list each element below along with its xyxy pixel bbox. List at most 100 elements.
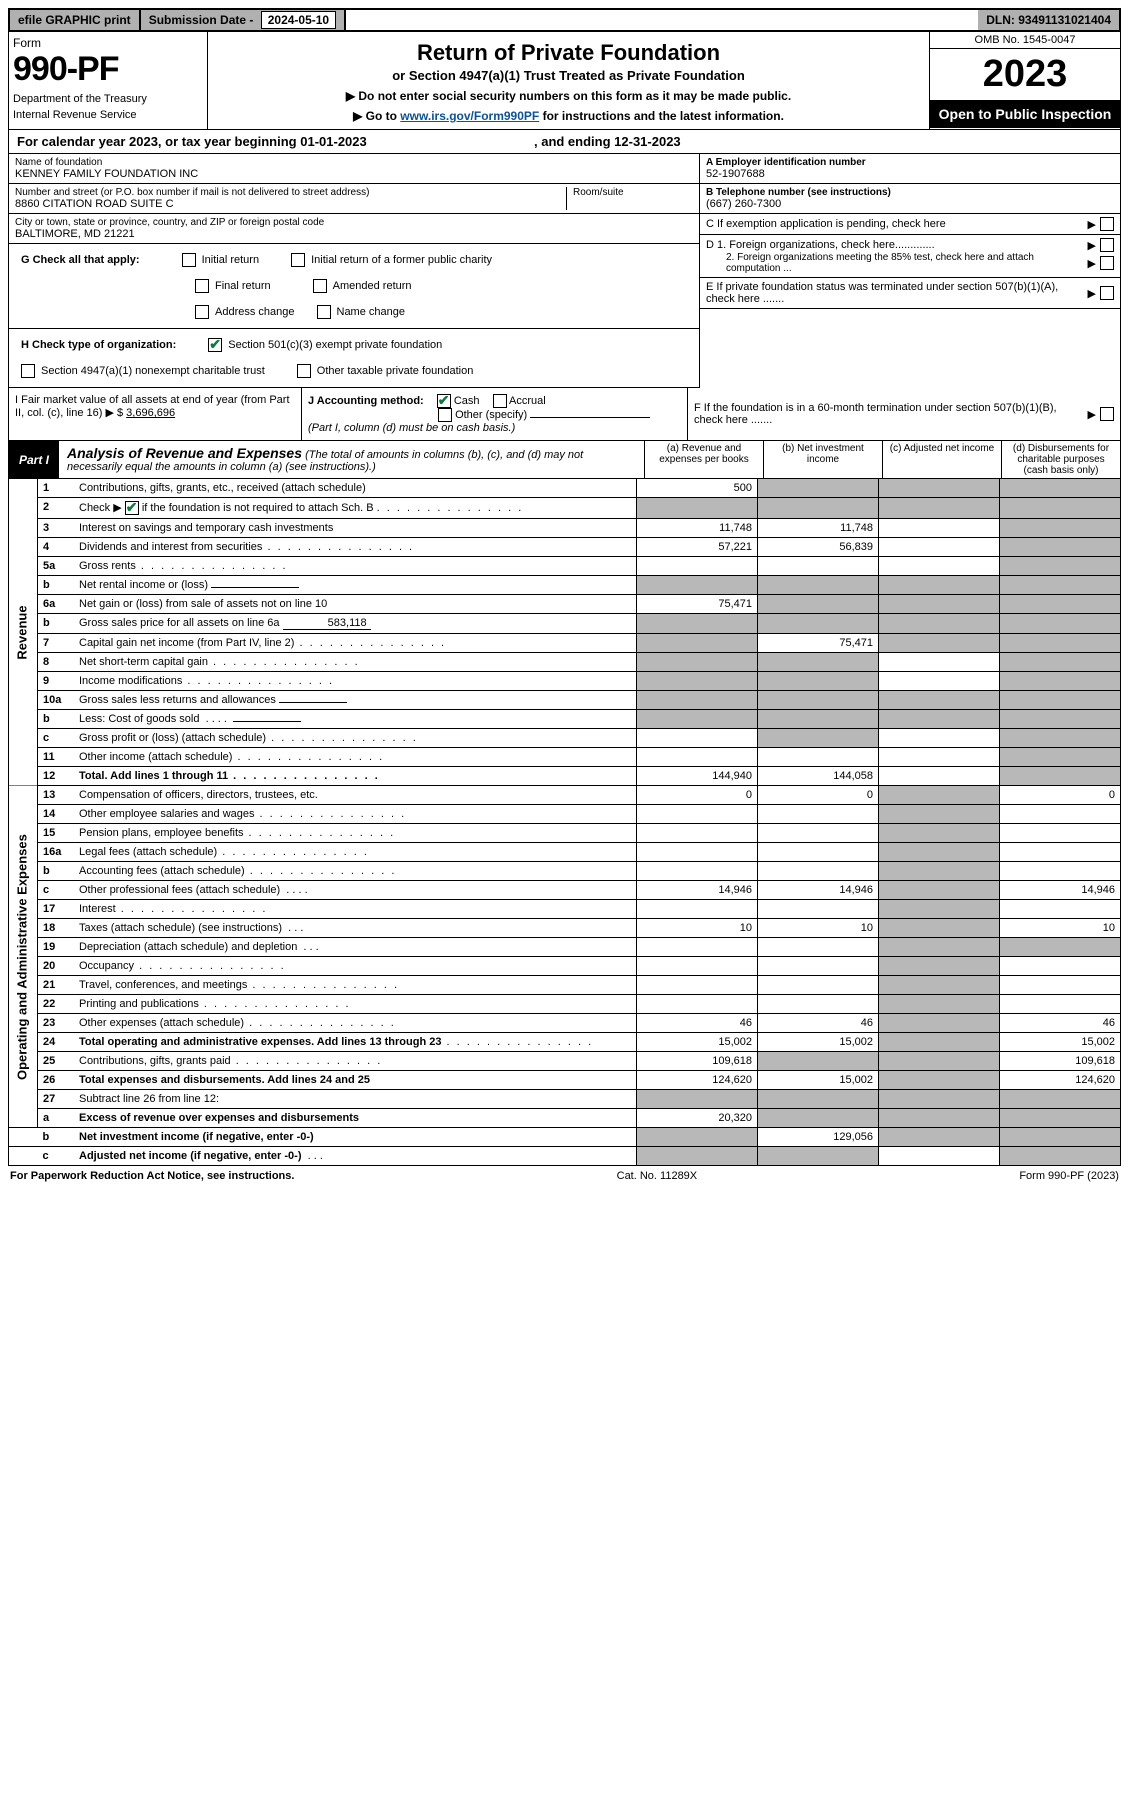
column-c-header: (c) Adjusted net income <box>882 441 1001 478</box>
F-checkbox[interactable] <box>1100 407 1114 421</box>
col-b: 144,058 <box>758 767 879 786</box>
arrow-icon: ▶ <box>1088 408 1096 421</box>
other-taxable-checkbox[interactable] <box>297 364 311 378</box>
cal-year-pre: For calendar year 2023, or tax year begi… <box>17 134 300 149</box>
note-goto-pre: ▶ Go to <box>353 109 400 123</box>
line-number: 10a <box>38 691 75 710</box>
name-change-checkbox[interactable] <box>317 305 331 319</box>
col-a: 15,002 <box>637 1033 758 1052</box>
line-desc: Contributions, gifts, grants, etc., rece… <box>74 479 637 498</box>
address-change-checkbox[interactable] <box>195 305 209 319</box>
section-E: E If private foundation status was termi… <box>700 278 1120 309</box>
col-b <box>758 479 879 498</box>
table-row: 4 Dividends and interest from securities… <box>9 538 1121 557</box>
col-a: 144,940 <box>637 767 758 786</box>
line-number: 4 <box>38 538 75 557</box>
amended-return-checkbox[interactable] <box>313 279 327 293</box>
col-a: 75,471 <box>637 595 758 614</box>
table-row: 10a Gross sales less returns and allowan… <box>9 691 1121 710</box>
ein-cell: A Employer identification number 52-1907… <box>700 154 1120 184</box>
D2-label: 2. Foreign organizations meeting the 85%… <box>726 252 1084 274</box>
submission-date-label: Submission Date - <box>149 13 257 27</box>
table-row: 24 Total operating and administrative ex… <box>9 1033 1121 1052</box>
table-row: 19 Depreciation (attach schedule) and de… <box>9 938 1121 957</box>
open-public-badge: Open to Public Inspection <box>930 100 1120 128</box>
initial-former-checkbox[interactable] <box>291 253 305 267</box>
E-checkbox[interactable] <box>1100 286 1114 300</box>
line-number: 1 <box>38 479 75 498</box>
accrual-label: Accrual <box>509 395 546 407</box>
col-b: 15,002 <box>758 1033 879 1052</box>
line-desc: Travel, conferences, and meetings <box>74 976 637 995</box>
header-right: OMB No. 1545-0047 2023 Open to Public In… <box>930 32 1120 129</box>
4947-checkbox[interactable] <box>21 364 35 378</box>
cal-year-mid: , and ending <box>534 134 614 149</box>
table-row: a Excess of revenue over expenses and di… <box>9 1109 1121 1128</box>
line-desc: Total operating and administrative expen… <box>74 1033 637 1052</box>
cash-checkbox[interactable] <box>437 394 451 408</box>
line-desc: Interest <box>74 900 637 919</box>
D1-checkbox[interactable] <box>1100 238 1114 252</box>
header-left: Form 990-PF Department of the Treasury I… <box>9 32 208 129</box>
line-desc: Adjusted net income (if negative, enter … <box>74 1147 637 1166</box>
foundation-name: KENNEY FAMILY FOUNDATION INC <box>15 168 693 180</box>
internal-revenue: Internal Revenue Service <box>13 109 203 121</box>
table-row: 14 Other employee salaries and wages <box>9 805 1121 824</box>
phone-cell: B Telephone number (see instructions) (6… <box>700 184 1120 214</box>
form-subtitle: or Section 4947(a)(1) Trust Treated as P… <box>214 68 923 83</box>
table-row: 26 Total expenses and disbursements. Add… <box>9 1071 1121 1090</box>
line-number: c <box>38 1147 75 1166</box>
col-c <box>879 519 1000 538</box>
final-return-checkbox[interactable] <box>195 279 209 293</box>
C-checkbox[interactable] <box>1100 217 1114 231</box>
other-checkbox[interactable] <box>438 408 452 422</box>
line-number: 12 <box>38 767 75 786</box>
line-number: 18 <box>38 919 75 938</box>
D2-checkbox[interactable] <box>1100 256 1114 270</box>
501c3-checkbox[interactable] <box>208 338 222 352</box>
line-number: b <box>38 614 75 634</box>
D1-label: D 1. Foreign organizations, check here..… <box>706 239 1084 251</box>
footer-mid: Cat. No. 11289X <box>617 1170 698 1182</box>
line-desc: Printing and publications <box>74 995 637 1014</box>
efile-print-label[interactable]: efile GRAPHIC print <box>10 10 141 30</box>
footer-right: Form 990-PF (2023) <box>1019 1170 1119 1182</box>
expenses-side-label: Operating and Administrative Expenses <box>9 786 38 1128</box>
col-b: 15,002 <box>758 1071 879 1090</box>
line-number: 24 <box>38 1033 75 1052</box>
initial-return-checkbox[interactable] <box>182 253 196 267</box>
line-desc: Income modifications <box>74 672 637 691</box>
sch-b-checkbox[interactable] <box>125 501 139 515</box>
arrow-icon: ▶ <box>1088 287 1096 300</box>
line-desc: Gross profit or (loss) (attach schedule) <box>74 729 637 748</box>
line-desc: Other income (attach schedule) <box>74 748 637 767</box>
cash-label: Cash <box>454 395 480 407</box>
line-number: 19 <box>38 938 75 957</box>
irs-link[interactable]: www.irs.gov/Form990PF <box>400 109 539 123</box>
line-number: 2 <box>38 498 75 519</box>
room-suite-label: Room/suite <box>573 187 693 198</box>
section-C: C If exemption application is pending, c… <box>700 214 1120 235</box>
accrual-checkbox[interactable] <box>493 394 507 408</box>
table-row: 25 Contributions, gifts, grants paid 109… <box>9 1052 1121 1071</box>
line-desc: Less: Cost of goods sold . . . . <box>74 710 637 729</box>
line-desc: Net rental income or (loss) <box>74 576 637 595</box>
line-number: c <box>38 729 75 748</box>
col-b: 11,748 <box>758 519 879 538</box>
other-label: Other (specify) <box>455 409 527 421</box>
col-d: 10 <box>1000 919 1121 938</box>
ein-value: 52-1907688 <box>706 168 1114 180</box>
line-number: 9 <box>38 672 75 691</box>
table-row: 20 Occupancy <box>9 957 1121 976</box>
revenue-side-label: Revenue <box>9 479 38 786</box>
line-desc: Interest on savings and temporary cash i… <box>74 519 637 538</box>
form-number: 990-PF <box>13 50 203 89</box>
col-d <box>1000 519 1121 538</box>
amended-return-label: Amended return <box>333 280 412 292</box>
col-b: 14,946 <box>758 881 879 900</box>
line-number: 16a <box>38 843 75 862</box>
note-goto-post: for instructions and the latest informat… <box>543 109 784 123</box>
table-row: 23 Other expenses (attach schedule) 46 4… <box>9 1014 1121 1033</box>
line-desc: Other professional fees (attach schedule… <box>74 881 637 900</box>
line-desc: Other expenses (attach schedule) <box>74 1014 637 1033</box>
